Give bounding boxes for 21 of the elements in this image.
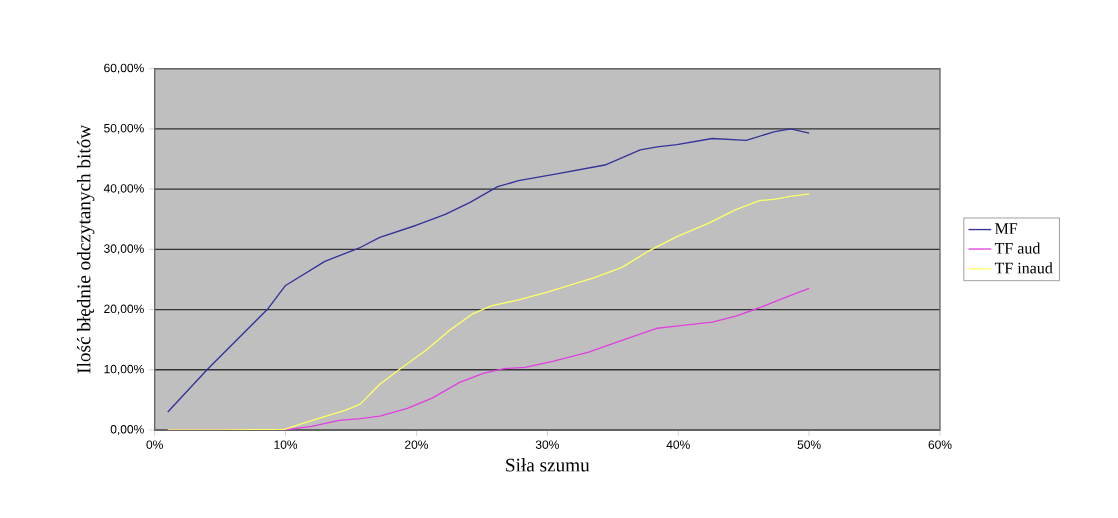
y-tick-label: 40,00% bbox=[103, 184, 144, 195]
legend-label: TF inaud bbox=[994, 262, 1053, 274]
x-axis-title: Siła szumu bbox=[506, 458, 590, 472]
y-axis-title: Ilość błędnie odczytanych bitów bbox=[76, 124, 95, 374]
x-tick-label: 50% bbox=[797, 440, 821, 449]
x-tick-label: 0% bbox=[146, 440, 163, 449]
x-tick-label: 30% bbox=[535, 440, 559, 449]
y-tick-label: 30,00% bbox=[104, 244, 144, 255]
line-series bbox=[167, 128, 810, 413]
x-tick-label: 60% bbox=[928, 440, 952, 449]
y-tick-label: 50,00% bbox=[104, 123, 144, 134]
x-tick-label: 10% bbox=[274, 440, 298, 449]
x-tick-label: 40% bbox=[666, 440, 690, 449]
line-series bbox=[167, 193, 810, 430]
legend-label: MF bbox=[995, 223, 1018, 234]
legend-label: TF aud bbox=[994, 242, 1041, 254]
y-tick-label: 20,00% bbox=[104, 304, 144, 315]
x-tick-label: 20% bbox=[405, 440, 429, 449]
y-tick-label: 0,00% bbox=[110, 425, 144, 435]
y-tick-label: 10,00% bbox=[104, 364, 144, 375]
y-tick-label: 60,00% bbox=[104, 63, 144, 74]
